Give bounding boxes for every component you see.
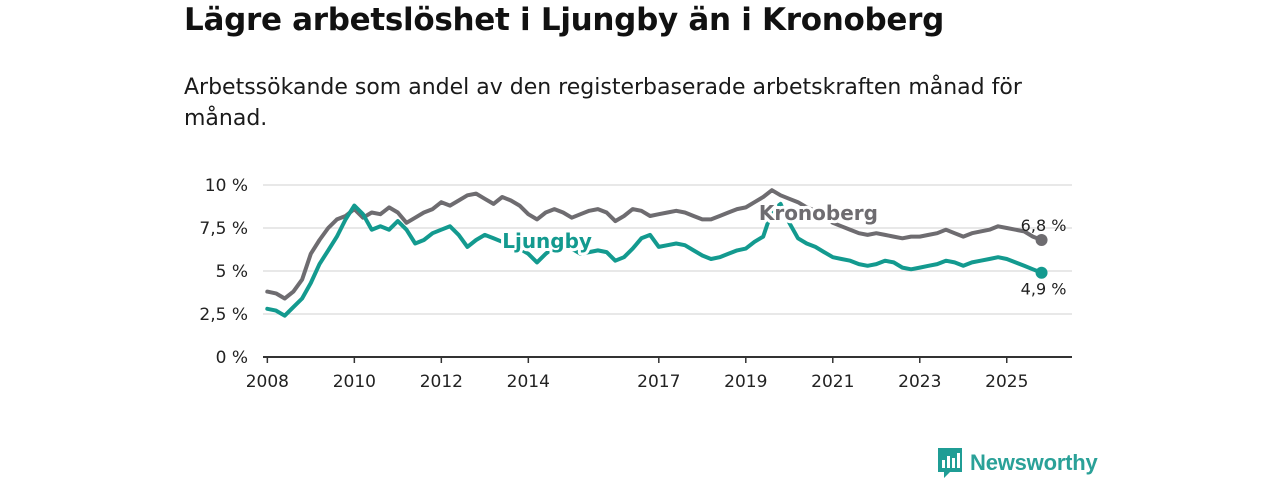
y-tick-label: 0 % — [216, 348, 248, 368]
x-tick-label: 2010 — [333, 372, 376, 392]
x-tick-label: 2012 — [420, 372, 463, 392]
series-line-kronoberg — [265, 188, 1044, 301]
x-axis-ticks: 2008 2010 2012 2014 2017 2019 2021 2023 2025 — [246, 357, 1028, 392]
y-tick-label: 7,5 % — [199, 219, 248, 239]
x-tick-label: 2021 — [811, 372, 854, 392]
end-value-label-kronoberg: 6,8 % — [1021, 216, 1067, 235]
chart-title: Lägre arbetslöshet i Ljungby än i Kronob… — [184, 2, 945, 38]
chart-subtitle: Arbetssökande som andel av den registerb… — [184, 75, 1022, 131]
newsworthy-brand: Newsworthy — [936, 446, 1098, 480]
y-tick-label: 5 % — [216, 262, 248, 282]
series-lines — [265, 188, 1048, 318]
x-tick-label: 2019 — [724, 372, 767, 392]
x-tick-label: 2014 — [507, 372, 550, 392]
grid-lines — [263, 184, 1072, 358]
x-tick-label: 2023 — [898, 372, 941, 392]
y-tick-label: 2,5 % — [199, 305, 248, 325]
y-axis-ticks: 0 % 2,5 % 5 % 7,5 % 10 % — [199, 176, 248, 368]
series-labels: 6,8 % 4,9 % Kronoberg Ljungby — [499, 198, 1067, 299]
x-tick-label: 2017 — [637, 372, 680, 392]
newsworthy-logo-icon — [938, 448, 962, 478]
x-tick-label: 2008 — [246, 372, 289, 392]
brand-name: Newsworthy — [970, 450, 1098, 475]
end-point-ljungby — [1035, 266, 1048, 279]
end-point-kronoberg — [1035, 234, 1048, 247]
series-label-ljungby: Ljungby — [502, 229, 592, 253]
series-label-kronoberg: Kronoberg — [759, 201, 878, 225]
end-value-label-ljungby: 4,9 % — [1021, 280, 1067, 299]
series-line-ljungby — [265, 201, 1044, 318]
x-tick-label: 2025 — [985, 372, 1028, 392]
y-tick-label: 10 % — [205, 176, 248, 196]
